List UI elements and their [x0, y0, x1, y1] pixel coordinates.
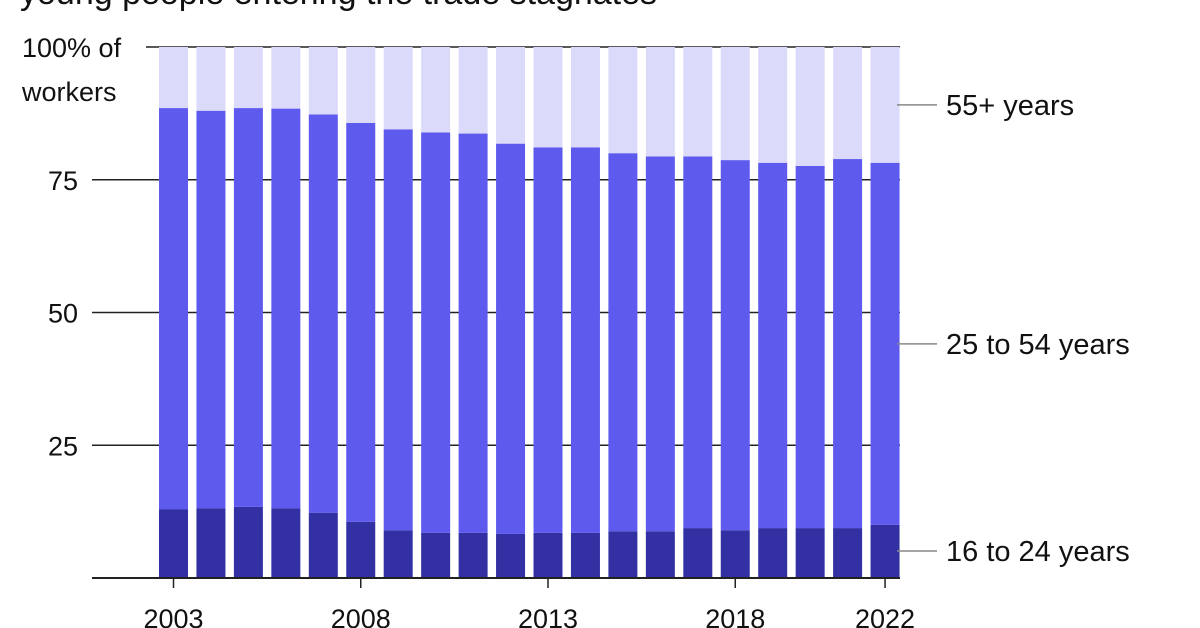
- bar-2005-series-2: [233, 47, 263, 109]
- y-tick-label-50: 50: [48, 299, 78, 329]
- bar-2016-series-0: [645, 531, 675, 578]
- bar-2022-series-2: [870, 47, 900, 163]
- bar-2006-series-0: [271, 508, 301, 578]
- bar-2009-series-0: [383, 530, 413, 578]
- bar-2003-series-0: [159, 509, 188, 578]
- axes: 25 50 75 100% of workers 2003 2008 2013 2018 2022: [21, 33, 915, 628]
- bar-2018-series-2: [720, 47, 750, 161]
- legend-label-1: 25 to 54 years: [946, 329, 1130, 361]
- bar-2004-series-2: [196, 47, 226, 111]
- bar-2017-series-1: [683, 156, 713, 529]
- y-tick-label-25: 25: [48, 431, 78, 461]
- x-tick-label-2008: 2008: [331, 604, 391, 628]
- bar-2011-series-1: [458, 133, 488, 533]
- y-tick-label-75: 75: [48, 166, 78, 196]
- bar-2015-series-2: [608, 47, 638, 154]
- bar-2003-series-2: [159, 47, 188, 109]
- legend-label-0: 16 to 24 years: [946, 536, 1130, 568]
- bar-2021-series-1: [833, 159, 863, 529]
- bar-2020-series-0: [795, 528, 825, 578]
- bar-2018-series-0: [720, 530, 750, 578]
- bar-2007-series-2: [308, 47, 338, 115]
- x-tick-label-2013: 2013: [518, 604, 578, 628]
- bar-2011-series-2: [458, 47, 488, 134]
- bar-2015-series-0: [608, 531, 638, 578]
- bar-2008-series-1: [346, 122, 376, 522]
- bar-2007-series-1: [308, 114, 338, 513]
- bar-2010-series-1: [421, 132, 451, 533]
- bar-2006-series-2: [271, 47, 301, 109]
- bar-2020-series-2: [795, 47, 825, 166]
- bar-2017-series-2: [683, 47, 713, 157]
- bar-2016-series-2: [645, 47, 675, 157]
- y-axis-unit-label: workers: [21, 77, 117, 107]
- bar-2006-series-1: [271, 108, 301, 509]
- x-tick-label-2018: 2018: [705, 604, 765, 628]
- chart-title: young people entering the trade stagnate…: [20, 0, 657, 12]
- x-tick-label-2022: 2022: [855, 604, 915, 628]
- bar-2015-series-1: [608, 153, 638, 532]
- bar-2022-series-0: [870, 524, 900, 578]
- bar-2009-series-2: [383, 47, 413, 130]
- bar-2012-series-1: [496, 143, 526, 534]
- bar-2003-series-1: [159, 108, 188, 510]
- bar-2014-series-2: [570, 47, 600, 148]
- bar-2008-series-0: [346, 521, 376, 578]
- bar-2013-series-0: [533, 532, 563, 578]
- bar-2011-series-0: [458, 532, 488, 578]
- bar-2009-series-1: [383, 129, 413, 531]
- bar-2008-series-2: [346, 47, 376, 123]
- bar-2012-series-2: [496, 47, 526, 144]
- bar-2004-series-0: [196, 508, 226, 578]
- bar-2013-series-1: [533, 147, 563, 533]
- bar-2018-series-1: [720, 160, 750, 531]
- bar-2013-series-2: [533, 47, 563, 148]
- bar-2019-series-2: [758, 47, 788, 163]
- legend-label-2: 55+ years: [946, 90, 1074, 122]
- bar-2007-series-0: [308, 512, 338, 578]
- bar-2020-series-1: [795, 165, 825, 529]
- bar-2019-series-1: [758, 162, 788, 529]
- x-tick-label-2003: 2003: [143, 604, 203, 628]
- bar-2019-series-0: [758, 528, 788, 578]
- bar-2014-series-1: [570, 147, 600, 533]
- legend: 16 to 24 years 25 to 54 years 55+ years: [897, 90, 1130, 568]
- bar-2016-series-1: [645, 156, 675, 532]
- bar-2005-series-1: [233, 108, 263, 507]
- bar-2021-series-0: [833, 528, 863, 578]
- bar-2017-series-0: [683, 528, 713, 578]
- bar-2010-series-2: [421, 47, 451, 133]
- bar-2021-series-2: [833, 47, 863, 160]
- bar-2010-series-0: [421, 532, 451, 578]
- y-tick-label-100: 100% of: [22, 33, 122, 63]
- bar-2014-series-0: [570, 532, 600, 578]
- bar-2012-series-0: [496, 533, 526, 578]
- bar-2005-series-0: [233, 506, 263, 578]
- bar-2022-series-1: [870, 162, 900, 525]
- bars: [159, 47, 900, 578]
- bar-2004-series-1: [196, 110, 226, 509]
